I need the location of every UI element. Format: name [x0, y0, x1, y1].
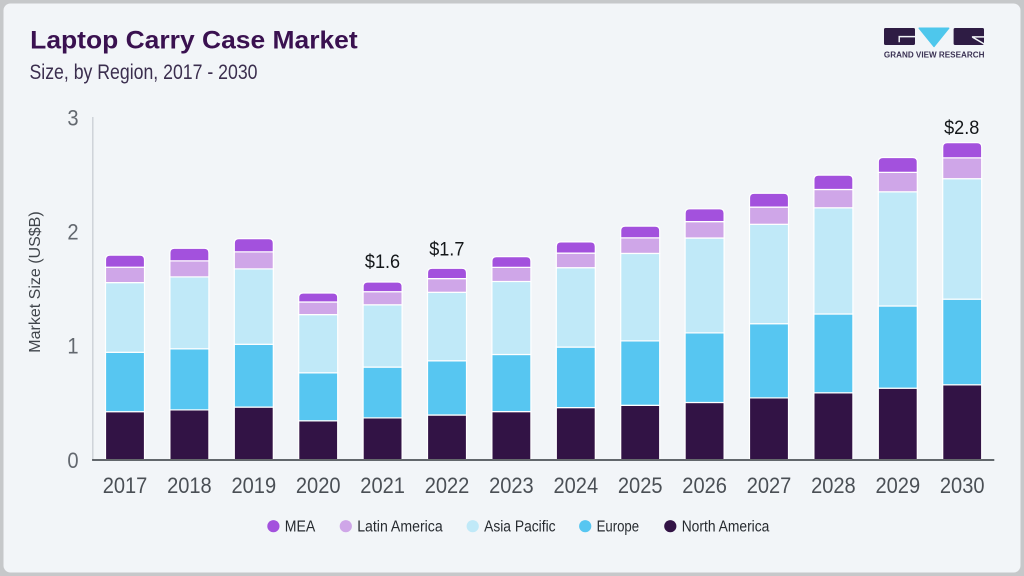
svg-text:2019: 2019 [232, 473, 277, 498]
svg-text:Market Size (US$B): Market Size (US$B) [27, 211, 44, 352]
svg-text:Size, by Region, 2017 - 2030: Size, by Region, 2017 - 2030 [30, 61, 258, 84]
svg-text:2030: 2030 [940, 473, 985, 498]
svg-text:2017: 2017 [103, 473, 148, 498]
svg-text:Europe: Europe [597, 519, 640, 536]
svg-text:2024: 2024 [554, 473, 599, 498]
svg-text:2028: 2028 [811, 473, 856, 498]
svg-text:2023: 2023 [489, 473, 534, 498]
svg-text:0: 0 [67, 448, 78, 473]
svg-text:2018: 2018 [167, 473, 212, 498]
svg-text:North America: North America [682, 519, 770, 536]
svg-text:$1.6: $1.6 [365, 252, 400, 273]
svg-text:MEA: MEA [285, 519, 316, 536]
svg-text:2022: 2022 [425, 473, 470, 498]
svg-text:2027: 2027 [747, 473, 792, 498]
svg-text:2025: 2025 [618, 473, 663, 498]
svg-text:Latin America: Latin America [357, 519, 443, 536]
svg-text:2: 2 [67, 220, 78, 245]
svg-text:$1.7: $1.7 [429, 240, 464, 261]
svg-text:1: 1 [67, 334, 78, 359]
svg-text:2021: 2021 [360, 473, 405, 498]
svg-text:GRAND VIEW RESEARCH: GRAND VIEW RESEARCH [884, 50, 985, 59]
svg-text:2029: 2029 [876, 473, 921, 498]
svg-text:2026: 2026 [682, 473, 727, 498]
svg-text:$2.8: $2.8 [944, 118, 979, 139]
svg-text:3: 3 [67, 105, 78, 130]
svg-text:Asia Pacific: Asia Pacific [484, 519, 556, 536]
svg-text:Laptop Carry Case Market: Laptop Carry Case Market [30, 26, 358, 54]
svg-text:2020: 2020 [296, 473, 341, 498]
